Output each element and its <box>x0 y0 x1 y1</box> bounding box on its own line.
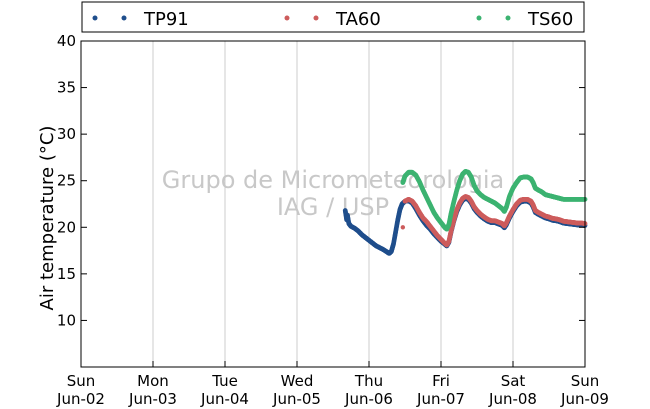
x-tick-label-date: Jun-08 <box>488 390 537 408</box>
plot-frame <box>80 40 586 368</box>
legend: TP91 TA60 TS60 <box>92 9 573 30</box>
y-tick-label: 40 <box>57 32 76 50</box>
y-tick-label: 15 <box>57 265 76 283</box>
data-point <box>400 225 406 230</box>
legend-item-tp91: TP91 <box>92 9 189 30</box>
legend-label: TP91 <box>143 9 189 30</box>
legend-item-ts60: TS60 <box>476 9 573 30</box>
legend-box <box>81 1 585 33</box>
x-tick-label-date: Jun-03 <box>128 390 177 408</box>
legend-marker <box>505 15 511 21</box>
legend-marker <box>476 15 482 21</box>
series-layer <box>342 169 588 256</box>
x-tick-label-day: Fri <box>432 372 450 390</box>
x-tick-label-day: Sun <box>571 372 600 390</box>
legend-label: TA60 <box>335 9 381 30</box>
y-tick-label: 10 <box>57 311 76 329</box>
legend-label: TS60 <box>527 9 573 30</box>
series-ta60 <box>400 194 588 248</box>
y-tick-label: 30 <box>57 125 76 143</box>
legend-item-ta60: TA60 <box>284 9 381 30</box>
x-tick-label-day: Wed <box>281 372 314 390</box>
x-tick-label-date: Jun-02 <box>56 390 105 408</box>
y-axis-label: Air temperature (°C) <box>37 126 58 311</box>
x-tick-label-day: Sat <box>501 372 526 390</box>
x-tick-label-date: Jun-04 <box>200 390 249 408</box>
legend-marker <box>313 15 319 21</box>
y-tick-label: 25 <box>57 172 76 190</box>
x-axis: SunJun-02MonJun-03TueJun-04WedJun-05ThuJ… <box>56 361 609 408</box>
y-tick-label: 35 <box>57 79 76 97</box>
x-tick-label-day: Sun <box>67 372 96 390</box>
x-tick-label-date: Jun-05 <box>272 390 321 408</box>
x-tick-label-day: Thu <box>354 372 383 390</box>
legend-marker <box>121 15 127 21</box>
watermark-line-1: Grupo de Micrometeorologia <box>162 166 504 194</box>
grid-lines <box>152 41 514 367</box>
watermark: Grupo de Micrometeorologia IAG / USP <box>162 166 504 221</box>
legend-marker <box>284 15 290 21</box>
x-tick-label-day: Tue <box>211 372 238 390</box>
x-tick-label-date: Jun-07 <box>416 390 465 408</box>
x-tick-label-date: Jun-09 <box>560 390 609 408</box>
legend-marker <box>92 15 98 21</box>
y-tick-label: 20 <box>57 218 76 236</box>
y-axis: 10 15 20 25 30 35 40 <box>57 32 585 329</box>
x-tick-label-day: Mon <box>137 372 169 390</box>
series-ts60 <box>400 169 588 232</box>
x-tick-label-date: Jun-06 <box>344 390 393 408</box>
watermark-line-2: IAG / USP <box>277 193 389 221</box>
